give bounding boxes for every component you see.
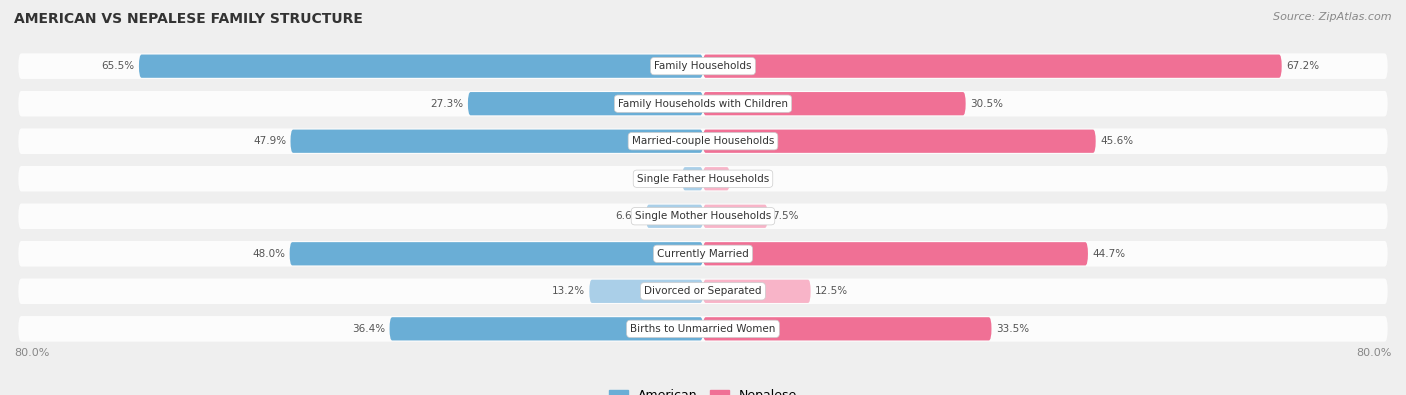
FancyBboxPatch shape xyxy=(703,130,1095,153)
Text: Source: ZipAtlas.com: Source: ZipAtlas.com xyxy=(1274,12,1392,22)
Text: 67.2%: 67.2% xyxy=(1286,61,1319,71)
Text: Single Father Households: Single Father Households xyxy=(637,174,769,184)
FancyBboxPatch shape xyxy=(703,280,811,303)
FancyBboxPatch shape xyxy=(18,128,1388,154)
FancyBboxPatch shape xyxy=(682,167,703,190)
Legend: American, Nepalese: American, Nepalese xyxy=(605,384,801,395)
FancyBboxPatch shape xyxy=(18,278,1388,304)
FancyBboxPatch shape xyxy=(18,241,1388,267)
FancyBboxPatch shape xyxy=(18,203,1388,229)
Text: 2.4%: 2.4% xyxy=(651,174,678,184)
Text: 65.5%: 65.5% xyxy=(101,61,135,71)
FancyBboxPatch shape xyxy=(389,317,703,340)
Text: 6.6%: 6.6% xyxy=(616,211,643,221)
Text: Married-couple Households: Married-couple Households xyxy=(631,136,775,146)
FancyBboxPatch shape xyxy=(703,317,991,340)
Text: 80.0%: 80.0% xyxy=(1357,348,1392,357)
Text: Family Households with Children: Family Households with Children xyxy=(619,99,787,109)
FancyBboxPatch shape xyxy=(18,166,1388,192)
Text: Currently Married: Currently Married xyxy=(657,249,749,259)
Text: 48.0%: 48.0% xyxy=(252,249,285,259)
Text: 80.0%: 80.0% xyxy=(14,348,49,357)
Text: Family Households: Family Households xyxy=(654,61,752,71)
FancyBboxPatch shape xyxy=(18,316,1388,342)
Text: 44.7%: 44.7% xyxy=(1092,249,1125,259)
FancyBboxPatch shape xyxy=(18,91,1388,117)
Text: Divorced or Separated: Divorced or Separated xyxy=(644,286,762,296)
FancyBboxPatch shape xyxy=(703,167,730,190)
Text: 47.9%: 47.9% xyxy=(253,136,287,146)
FancyBboxPatch shape xyxy=(703,205,768,228)
Text: 3.1%: 3.1% xyxy=(734,174,761,184)
FancyBboxPatch shape xyxy=(139,55,703,78)
FancyBboxPatch shape xyxy=(468,92,703,115)
FancyBboxPatch shape xyxy=(647,205,703,228)
Text: 45.6%: 45.6% xyxy=(1099,136,1133,146)
FancyBboxPatch shape xyxy=(703,242,1088,265)
FancyBboxPatch shape xyxy=(703,92,966,115)
Text: 33.5%: 33.5% xyxy=(995,324,1029,334)
Text: 7.5%: 7.5% xyxy=(772,211,799,221)
Text: 27.3%: 27.3% xyxy=(430,99,464,109)
FancyBboxPatch shape xyxy=(703,55,1282,78)
Text: 30.5%: 30.5% xyxy=(970,99,1002,109)
Text: Births to Unmarried Women: Births to Unmarried Women xyxy=(630,324,776,334)
Text: AMERICAN VS NEPALESE FAMILY STRUCTURE: AMERICAN VS NEPALESE FAMILY STRUCTURE xyxy=(14,12,363,26)
FancyBboxPatch shape xyxy=(18,53,1388,79)
Text: Single Mother Households: Single Mother Households xyxy=(636,211,770,221)
Text: 13.2%: 13.2% xyxy=(553,286,585,296)
Text: 36.4%: 36.4% xyxy=(352,324,385,334)
Text: 12.5%: 12.5% xyxy=(815,286,848,296)
FancyBboxPatch shape xyxy=(290,242,703,265)
FancyBboxPatch shape xyxy=(589,280,703,303)
FancyBboxPatch shape xyxy=(291,130,703,153)
